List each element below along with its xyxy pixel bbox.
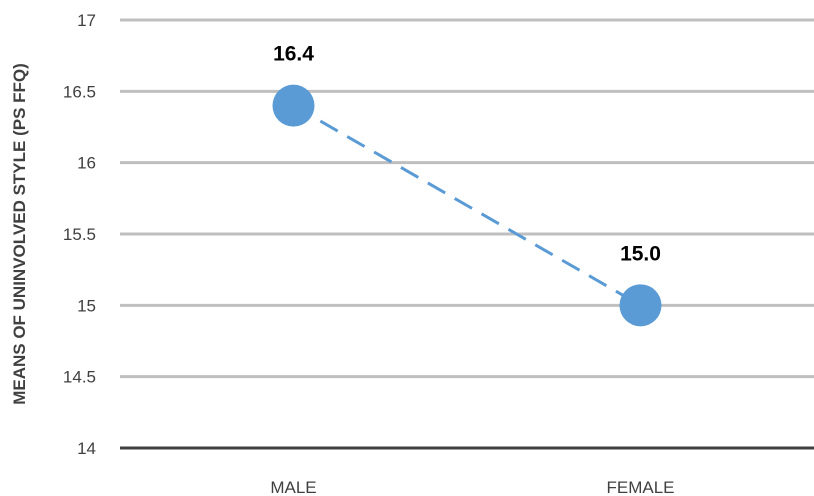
y-tick-label: 17 (77, 11, 96, 30)
x-axis-categories: MALE FEMALE (270, 478, 674, 496)
data-point (272, 84, 315, 127)
data-label: 16.4 (273, 43, 314, 66)
x-category-label: MALE (270, 478, 316, 496)
y-tick-label: 16 (77, 154, 96, 173)
y-tick-label: 15.5 (63, 225, 96, 244)
data-label: 15.0 (620, 242, 661, 265)
y-axis-ticks: 14 14.5 15 15.5 16 16.5 17 (63, 11, 96, 458)
y-tick-label: 15 (77, 296, 96, 315)
gridlines (120, 18, 814, 450)
series-line (292, 104, 642, 307)
y-tick-label: 16.5 (63, 82, 96, 101)
data-point (619, 284, 662, 327)
y-axis-title: MEANS OF UNINVOLVED STYLE (PS FFQ) (10, 63, 29, 405)
x-category-label: FEMALE (606, 478, 674, 496)
series-group (272, 84, 662, 327)
y-tick-label: 14.5 (63, 368, 96, 387)
y-tick-label: 14 (77, 439, 96, 458)
data-labels: 16.4 15.0 (273, 43, 661, 266)
